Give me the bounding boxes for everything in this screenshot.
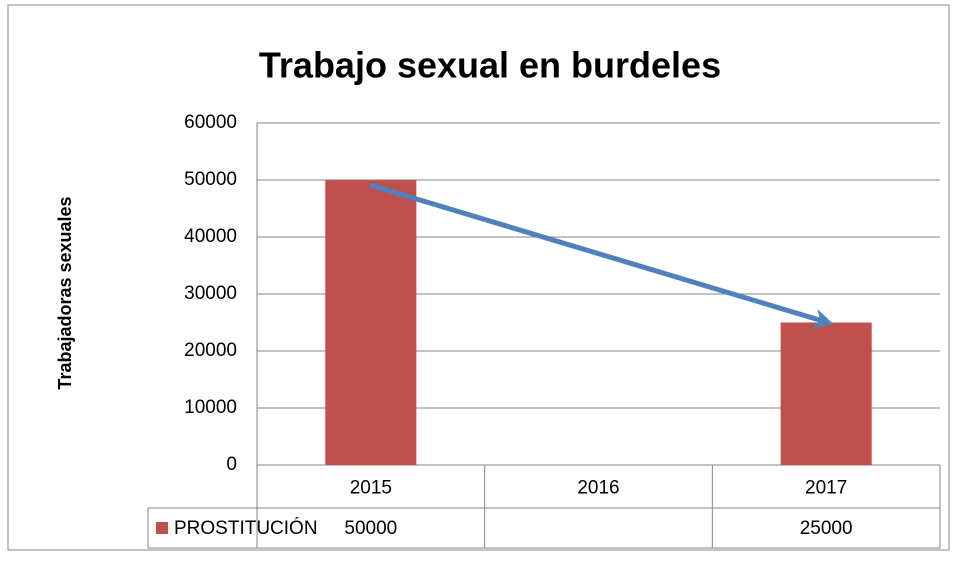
plot-area: 0 10000 20000 30000 40000 50000 60000 2015 2016 2… [147,112,941,549]
chart-title: Trabajo sexual en burdeles [259,45,721,86]
y-tick-label: 50000 [184,169,237,190]
y-tick-label: 10000 [184,397,237,418]
bar [325,180,417,465]
y-axis-label: Trabajadoras sexuales [55,196,75,389]
x-tick-label: 2017 [805,478,847,499]
x-tick-label: 2015 [350,478,392,499]
x-tick-label: 2016 [577,478,619,499]
table-value: 25000 [800,518,853,539]
legend-label: PROSTITUCIÓN [174,517,318,539]
table-value: 50000 [344,518,397,539]
trend-arrow [369,182,834,329]
y-tick-label: 40000 [184,226,237,247]
chart-border [7,4,950,551]
legend-swatch [156,522,168,534]
y-tick-label: 60000 [184,112,237,133]
y-tick-label: 0 [226,454,237,475]
bar [780,322,872,465]
y-tick-label: 20000 [184,340,237,361]
y-tick-label: 30000 [184,283,237,304]
